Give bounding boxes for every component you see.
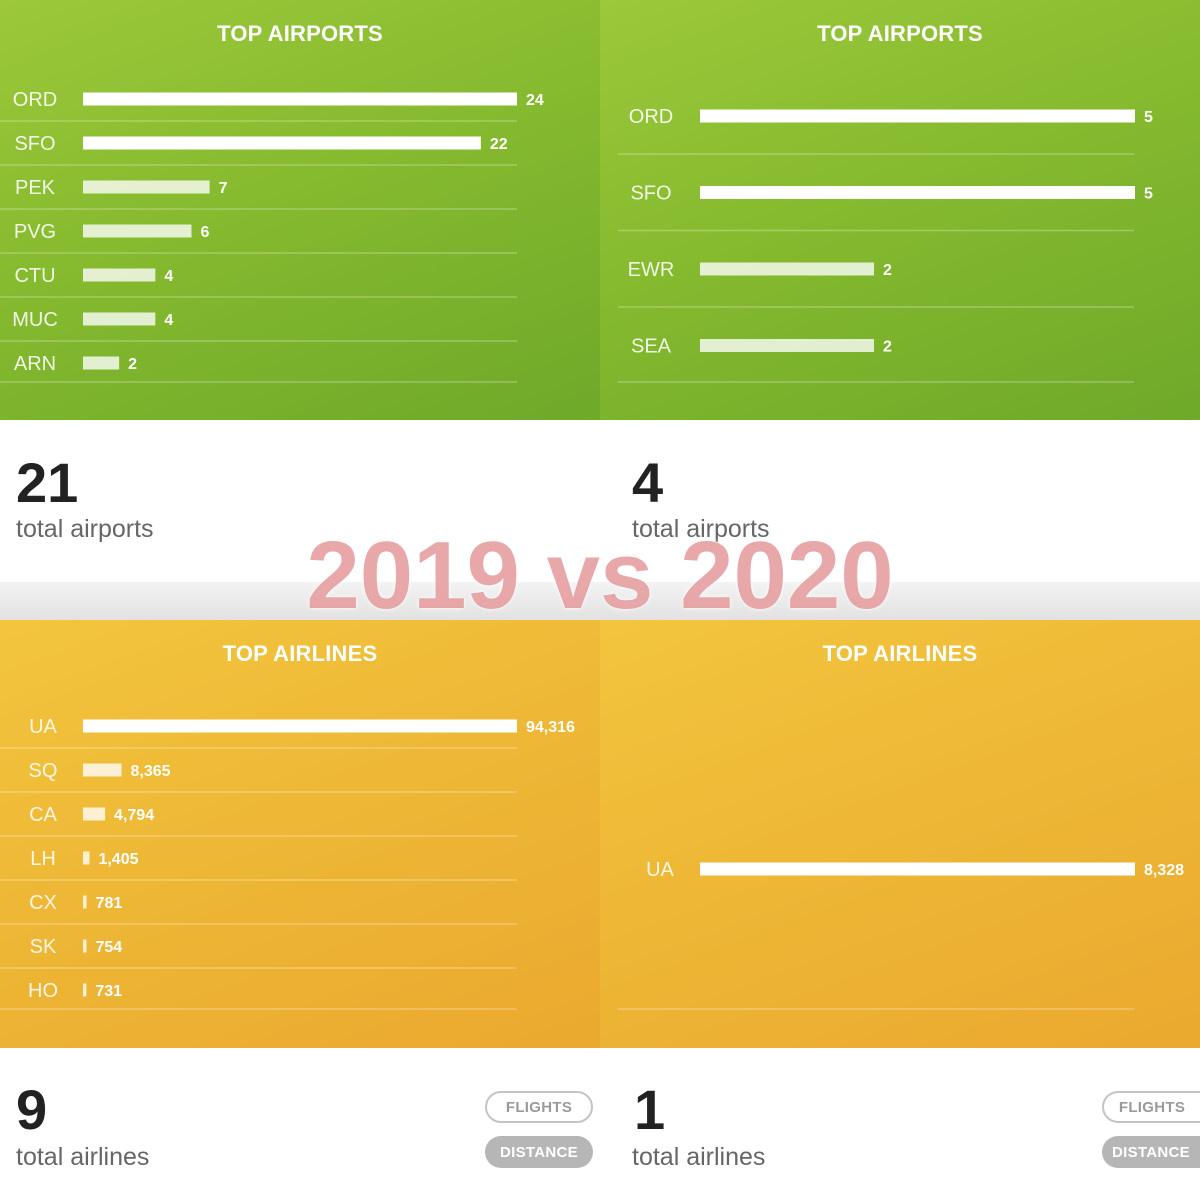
bar bbox=[83, 312, 156, 326]
bar bbox=[83, 851, 90, 865]
value-label: 94,316 bbox=[526, 719, 575, 736]
total-airlines-number: 9 bbox=[16, 1078, 48, 1141]
bar bbox=[83, 136, 481, 150]
panel-title: TOP AIRLINES bbox=[822, 641, 978, 666]
airlines-chart-2019: UA 94,316 SQ 8,365 CA 4,794 LH 1,405 CX 781 SK 754 H… bbox=[0, 716, 575, 1010]
value-label: 2 bbox=[883, 339, 892, 356]
value-label: 8,328 bbox=[1144, 862, 1184, 879]
airports-chart-2019: ORD 24 SFO 22 PEK 7 PVG 6 CTU 4 MUC 4 ARN 2 bbox=[0, 89, 544, 383]
value-label: 731 bbox=[95, 983, 122, 1000]
value-label: 2 bbox=[128, 356, 137, 373]
value-label: 22 bbox=[490, 136, 508, 153]
bar bbox=[700, 862, 1135, 876]
distance-button[interactable]: DISTANCE bbox=[485, 1136, 593, 1168]
total-airlines-label: total airlines bbox=[16, 1143, 150, 1171]
section-divider bbox=[0, 582, 1200, 620]
category-label: SFO bbox=[14, 133, 55, 155]
bar bbox=[83, 268, 156, 282]
total-airlines-number: 1 bbox=[634, 1078, 666, 1141]
total-airports-label: total airports bbox=[16, 515, 154, 543]
distance-button[interactable]: DISTANCE bbox=[1102, 1136, 1200, 1168]
category-label: EWR bbox=[628, 259, 675, 281]
value-label: 1,405 bbox=[98, 851, 138, 868]
airports-panel-2019: TOP AIRPORTS ORD 24 SFO 22 PEK 7 PVG 6 CTU 4 MUC 4 A… bbox=[0, 0, 600, 420]
value-label: 5 bbox=[1144, 109, 1153, 126]
category-label: UA bbox=[29, 716, 57, 738]
category-label: SEA bbox=[631, 336, 672, 358]
airports-chart-2020: ORD 5 SFO 5 EWR 2 SEA 2 bbox=[618, 106, 1153, 383]
value-label: 8,365 bbox=[130, 763, 170, 780]
value-label: 7 bbox=[219, 180, 228, 197]
panel-title: TOP AIRPORTS bbox=[217, 21, 383, 46]
value-label: 24 bbox=[526, 92, 544, 109]
total-airlines-label: total airlines bbox=[632, 1143, 766, 1171]
airlines-panel-2019: TOP AIRLINES UA 94,316 SQ 8,365 CA 4,794 LH 1,4… bbox=[0, 620, 600, 1048]
bar bbox=[700, 109, 1135, 123]
bar bbox=[83, 983, 87, 997]
category-label: MUC bbox=[12, 309, 58, 331]
bar bbox=[83, 719, 517, 733]
bar bbox=[700, 339, 874, 352]
value-label: 2 bbox=[883, 262, 892, 279]
category-label: UA bbox=[646, 859, 674, 881]
value-label: 4 bbox=[164, 268, 173, 285]
category-label: CA bbox=[29, 804, 57, 826]
category-label: CX bbox=[29, 892, 57, 914]
category-label: ARN bbox=[14, 353, 56, 375]
category-label: PEK bbox=[15, 177, 56, 199]
flights-button[interactable]: FLIGHTS bbox=[1102, 1091, 1200, 1123]
category-label: LH bbox=[30, 848, 56, 870]
bar bbox=[700, 262, 874, 276]
bar bbox=[83, 807, 106, 821]
value-label: 6 bbox=[201, 224, 210, 241]
bar bbox=[83, 180, 210, 194]
value-label: 754 bbox=[95, 939, 122, 956]
category-label: SQ bbox=[29, 760, 58, 782]
bar bbox=[83, 939, 87, 953]
value-label: 4,794 bbox=[114, 807, 154, 824]
airlines-chart-2020: UA 8,328 bbox=[618, 859, 1184, 1010]
bar bbox=[83, 356, 120, 370]
panel-title: TOP AIRLINES bbox=[222, 641, 378, 666]
bar bbox=[83, 763, 122, 777]
category-label: ORD bbox=[629, 106, 673, 128]
panel-title: TOP AIRPORTS bbox=[817, 21, 983, 46]
category-label: SK bbox=[30, 936, 57, 958]
total-airports-number: 21 bbox=[16, 451, 79, 514]
value-label: 5 bbox=[1144, 186, 1153, 203]
category-label: SFO bbox=[630, 183, 671, 205]
bar bbox=[83, 224, 192, 238]
airlines-panel-2020: TOP AIRLINES UA 8,328 bbox=[600, 620, 1200, 1048]
bar bbox=[83, 92, 517, 106]
total-airports-label: total airports bbox=[632, 515, 770, 543]
bar bbox=[700, 186, 1135, 199]
category-label: PVG bbox=[14, 221, 56, 243]
category-label: ORD bbox=[13, 89, 57, 111]
flights-button[interactable]: FLIGHTS bbox=[485, 1091, 593, 1123]
value-label: 4 bbox=[164, 312, 173, 329]
value-label: 781 bbox=[96, 895, 123, 912]
category-label: HO bbox=[28, 980, 58, 1002]
airports-panel-2020: TOP AIRPORTS ORD 5 SFO 5 EWR 2 SEA 2 bbox=[600, 0, 1200, 420]
bar bbox=[83, 895, 87, 909]
total-airports-number: 4 bbox=[632, 451, 664, 514]
category-label: CTU bbox=[14, 265, 55, 287]
